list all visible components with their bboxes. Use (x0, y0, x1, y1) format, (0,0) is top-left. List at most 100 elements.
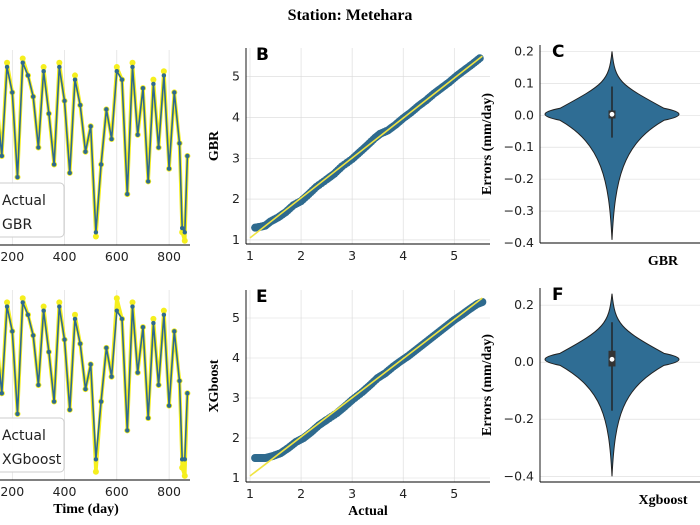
fit-line (249, 55, 483, 239)
data-point (181, 472, 188, 479)
data-point (93, 457, 99, 462)
data-point (72, 77, 78, 82)
data-point (4, 59, 11, 66)
panel-e: 11 2 2 3 3 4 4 5 5 E XGboost Actual (207, 287, 490, 519)
data-point (140, 324, 146, 330)
data-point (20, 60, 25, 65)
data-point (160, 68, 167, 75)
data-point (62, 98, 67, 104)
panel-letter: B (256, 45, 269, 65)
legend-item-model: GBR (2, 217, 32, 233)
data-point (179, 225, 185, 231)
figure-title: Station: Metehara (288, 7, 413, 24)
data-point (177, 378, 182, 384)
x-tick-label: 600 (105, 484, 129, 499)
x-axis-label: Xgboost (638, 493, 687, 508)
data-point (109, 136, 114, 142)
x-tick-label: 200 (0, 484, 24, 499)
data-point (57, 304, 62, 309)
legend: Actual GBR (0, 182, 65, 238)
x-tick-label: 2 (297, 486, 305, 501)
y-tick-label: −0.1 (504, 139, 534, 154)
data-point (93, 230, 99, 235)
y-tick-label: 5 (232, 69, 240, 84)
x-tick-label: 600 (105, 249, 129, 264)
data-point (114, 308, 120, 313)
data-point (151, 320, 156, 326)
data-point (25, 312, 31, 317)
data-point (109, 374, 114, 379)
panel-a: 200 400 600 800 Actual GBR (0, 50, 191, 264)
panel-letter: E (256, 287, 268, 307)
data-point (145, 179, 151, 184)
data-point (62, 337, 67, 342)
data-point (182, 230, 187, 235)
data-point (19, 55, 26, 62)
data-point (114, 68, 120, 74)
data-point (104, 107, 109, 112)
data-point (104, 345, 109, 351)
data-point (166, 166, 172, 171)
data-point (78, 341, 83, 346)
data-point (67, 407, 72, 412)
data-point (20, 300, 25, 305)
data-point (51, 399, 57, 404)
data-point (172, 329, 177, 334)
data-point (166, 403, 172, 408)
data-point (125, 428, 130, 433)
data-point (83, 149, 88, 154)
data-point (113, 63, 120, 70)
data-point (179, 464, 186, 471)
y-tick-label: 2 (232, 191, 240, 206)
data-point (25, 73, 31, 78)
series-line-1 (0, 301, 189, 461)
legend-item-actual: Actual (2, 428, 46, 444)
data-point (56, 299, 63, 306)
fit-line (249, 297, 483, 477)
data-point (15, 174, 20, 180)
x-axis-label: GBR (648, 254, 679, 269)
data-point (41, 308, 46, 313)
data-point (88, 124, 93, 129)
data-point (40, 63, 47, 70)
data-point (15, 411, 20, 417)
y-axis-label: XGboost (207, 359, 222, 412)
data-point (30, 333, 36, 338)
x-tick-label: 3 (348, 486, 356, 501)
data-point (41, 68, 46, 74)
x-tick-label: 3 (348, 248, 356, 263)
data-point (150, 315, 157, 322)
y-tick-label: −0.2 (504, 411, 534, 426)
y-tick-label: 0.0 (514, 354, 534, 369)
x-tick-label: 200 (0, 249, 24, 264)
data-point (182, 457, 187, 462)
data-point (83, 386, 88, 392)
data-point (181, 237, 188, 244)
plots-layer: 200 400 600 800ActualGBR1122334455BGBR0.20.… (0, 42, 700, 519)
data-point (151, 81, 156, 87)
data-point (119, 316, 125, 322)
data-point (135, 132, 140, 137)
data-point (140, 85, 146, 91)
data-point (113, 295, 120, 302)
data-point (129, 299, 136, 306)
panel-f: 0.2 0.0 −0.2 −0.4 F Errors (mm/day) Xgboost (480, 285, 700, 508)
y-axis-label: GBR (207, 130, 222, 161)
legend-box (0, 417, 65, 473)
data-point (92, 468, 99, 475)
x-tick-label: 400 (53, 484, 77, 499)
data-point (72, 311, 78, 318)
data-point (72, 316, 78, 322)
y-tick-label: 5 (232, 310, 240, 325)
y-tick-label: −0.2 (504, 171, 534, 186)
data-point (135, 370, 140, 375)
x-tick-label: 5 (450, 248, 458, 263)
data-point (88, 362, 93, 367)
y-tick-label: −0.4 (504, 468, 534, 483)
data-point (10, 90, 15, 95)
x-tick-label: 4 (399, 486, 407, 501)
panel-letter: C (552, 42, 564, 62)
data-point (161, 73, 167, 78)
legend-box (0, 182, 65, 238)
